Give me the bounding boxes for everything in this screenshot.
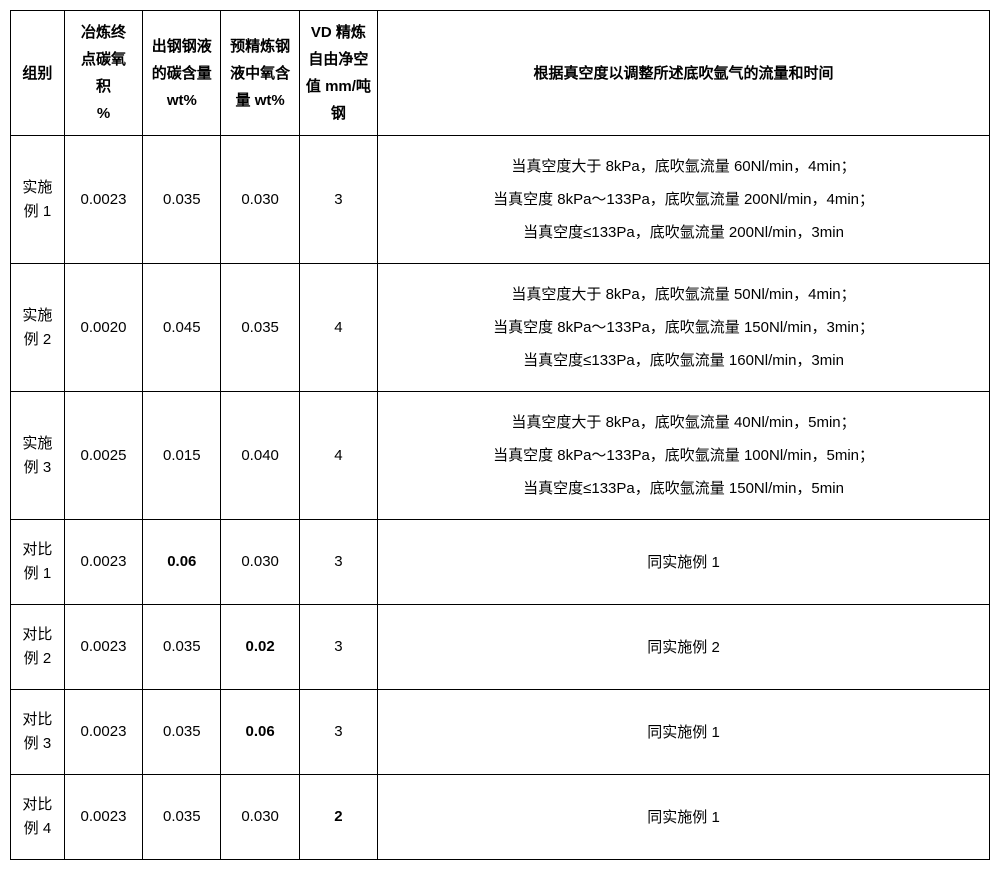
cell-group: 对比例 2	[11, 605, 65, 690]
header-pre-oxygen: 预精炼钢液中氧含量 wt%	[221, 11, 299, 136]
cell-group: 实施例 3	[11, 392, 65, 520]
cell-description: 同实施例 2	[378, 605, 990, 690]
cell-pre-oxygen: 0.030	[221, 520, 299, 605]
cell-steel-carbon: 0.035	[143, 605, 221, 690]
cell-carbon-oxygen: 0.0020	[64, 264, 142, 392]
cell-vd-clearance: 4	[299, 264, 377, 392]
header-group: 组别	[11, 11, 65, 136]
cell-pre-oxygen: 0.040	[221, 392, 299, 520]
cell-group: 实施例 2	[11, 264, 65, 392]
cell-carbon-oxygen: 0.0023	[64, 520, 142, 605]
cell-steel-carbon: 0.06	[143, 520, 221, 605]
cell-pre-oxygen: 0.035	[221, 264, 299, 392]
table-header-row: 组别 冶炼终点碳氧积% 出钢钢液的碳含量wt% 预精炼钢液中氧含量 wt% VD…	[11, 11, 990, 136]
cell-description: 当真空度大于 8kPa，底吹氩流量 50Nl/min，4min；当真空度 8kP…	[378, 264, 990, 392]
table-row: 实施例 10.00230.0350.0303当真空度大于 8kPa，底吹氩流量 …	[11, 136, 990, 264]
cell-description: 当真空度大于 8kPa，底吹氩流量 40Nl/min，5min；当真空度 8kP…	[378, 392, 990, 520]
cell-description: 同实施例 1	[378, 690, 990, 775]
cell-vd-clearance: 4	[299, 392, 377, 520]
header-vd-clearance: VD 精炼自由净空值 mm/吨钢	[299, 11, 377, 136]
cell-steel-carbon: 0.045	[143, 264, 221, 392]
cell-pre-oxygen: 0.030	[221, 775, 299, 860]
table-row: 实施例 20.00200.0450.0354当真空度大于 8kPa，底吹氩流量 …	[11, 264, 990, 392]
cell-steel-carbon: 0.015	[143, 392, 221, 520]
cell-steel-carbon: 0.035	[143, 136, 221, 264]
cell-carbon-oxygen: 0.0023	[64, 775, 142, 860]
table-row: 实施例 30.00250.0150.0404当真空度大于 8kPa，底吹氩流量 …	[11, 392, 990, 520]
cell-description: 同实施例 1	[378, 775, 990, 860]
cell-steel-carbon: 0.035	[143, 775, 221, 860]
cell-vd-clearance: 3	[299, 605, 377, 690]
cell-steel-carbon: 0.035	[143, 690, 221, 775]
cell-carbon-oxygen: 0.0023	[64, 605, 142, 690]
cell-pre-oxygen: 0.06	[221, 690, 299, 775]
cell-carbon-oxygen: 0.0023	[64, 136, 142, 264]
header-steel-carbon: 出钢钢液的碳含量wt%	[143, 11, 221, 136]
table-row: 对比例 40.00230.0350.0302同实施例 1	[11, 775, 990, 860]
cell-group: 对比例 3	[11, 690, 65, 775]
cell-group: 对比例 1	[11, 520, 65, 605]
cell-vd-clearance: 3	[299, 690, 377, 775]
cell-description: 当真空度大于 8kPa，底吹氩流量 60Nl/min，4min；当真空度 8kP…	[378, 136, 990, 264]
table-row: 对比例 30.00230.0350.063同实施例 1	[11, 690, 990, 775]
data-table: 组别 冶炼终点碳氧积% 出钢钢液的碳含量wt% 预精炼钢液中氧含量 wt% VD…	[10, 10, 990, 860]
cell-pre-oxygen: 0.02	[221, 605, 299, 690]
cell-carbon-oxygen: 0.0023	[64, 690, 142, 775]
header-description: 根据真空度以调整所述底吹氩气的流量和时间	[378, 11, 990, 136]
cell-group: 实施例 1	[11, 136, 65, 264]
cell-pre-oxygen: 0.030	[221, 136, 299, 264]
table-row: 对比例 10.00230.060.0303同实施例 1	[11, 520, 990, 605]
cell-vd-clearance: 3	[299, 520, 377, 605]
table-row: 对比例 20.00230.0350.023同实施例 2	[11, 605, 990, 690]
cell-vd-clearance: 2	[299, 775, 377, 860]
cell-carbon-oxygen: 0.0025	[64, 392, 142, 520]
cell-vd-clearance: 3	[299, 136, 377, 264]
cell-description: 同实施例 1	[378, 520, 990, 605]
header-carbon-oxygen: 冶炼终点碳氧积%	[64, 11, 142, 136]
cell-group: 对比例 4	[11, 775, 65, 860]
